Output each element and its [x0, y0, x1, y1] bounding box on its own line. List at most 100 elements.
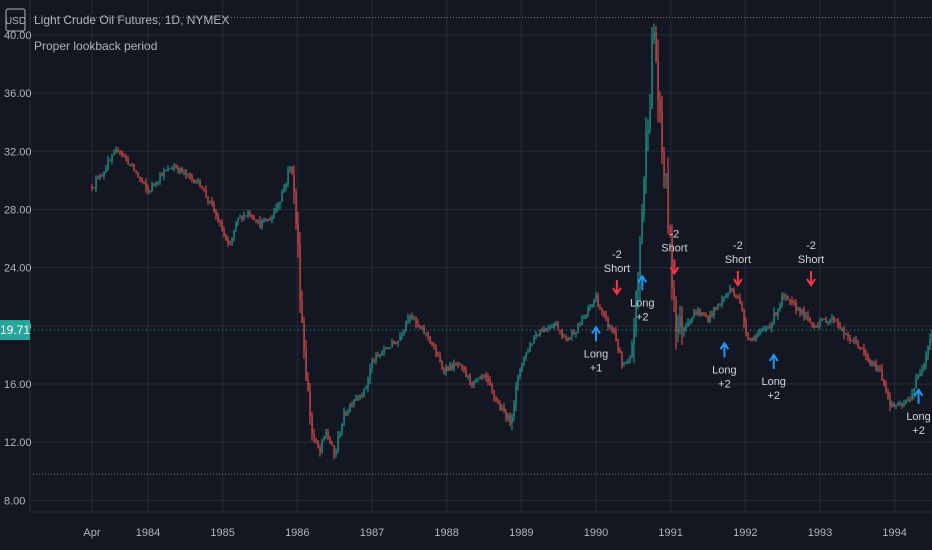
candle-body — [515, 385, 517, 405]
candle-body — [513, 404, 515, 417]
short-signal-label: -2 — [612, 249, 622, 261]
candle-body — [393, 341, 395, 344]
candle-body — [355, 398, 357, 400]
candle-body — [553, 323, 555, 328]
candle-body — [551, 327, 553, 329]
candle-body — [337, 436, 339, 452]
signal-annotations: Long+1-2ShortLong+2-2ShortLong+2-2ShortL… — [584, 228, 931, 436]
candle-body — [881, 369, 883, 380]
candle-body — [93, 187, 95, 189]
candle-body — [151, 183, 153, 192]
candle-body — [783, 294, 785, 298]
candle-body — [207, 196, 209, 201]
candle-body — [215, 211, 217, 217]
indicator-title[interactable]: Proper lookback period — [34, 39, 157, 53]
candle-body — [271, 216, 273, 221]
candle-body — [281, 192, 283, 202]
candle-body — [535, 334, 537, 338]
candle-body — [607, 317, 609, 328]
candle-body — [525, 352, 527, 357]
candle-body — [437, 355, 439, 357]
candle-body — [807, 315, 809, 318]
symbol-title[interactable]: Light Crude Oil Futures, 1D, NYMEX — [34, 13, 229, 27]
candle-body — [403, 329, 405, 334]
candle-body — [817, 325, 819, 327]
candle-body — [635, 291, 637, 332]
candle-body — [147, 187, 149, 192]
candle-body — [317, 441, 319, 448]
currency-badge[interactable] — [5, 8, 26, 32]
candle-body — [103, 171, 105, 176]
short-signal-label: Short — [725, 254, 751, 266]
candle-body — [501, 407, 503, 410]
candle-body — [769, 326, 771, 328]
candle-body — [97, 176, 99, 179]
x-tick-label: 1991 — [658, 527, 682, 539]
long-arrow-head-icon — [913, 388, 924, 397]
candle-body — [619, 350, 621, 353]
candle-body — [195, 182, 197, 184]
short-signal: -2 Short — [661, 228, 688, 276]
candle-body — [407, 318, 409, 321]
candle-body — [529, 344, 531, 352]
candle-body — [729, 288, 731, 294]
candle-body — [723, 297, 725, 300]
candle-body — [643, 178, 645, 215]
candle-body — [559, 330, 561, 332]
candle-body — [557, 323, 559, 331]
candle-body — [799, 308, 801, 314]
grid — [30, 0, 932, 512]
candle-body — [669, 228, 671, 233]
candle-body — [853, 339, 855, 342]
candle-body — [169, 168, 171, 170]
candle-body — [647, 129, 649, 133]
candle-body — [685, 325, 687, 328]
candle-body — [225, 235, 227, 240]
candle-body — [229, 243, 231, 245]
candle-body — [471, 382, 473, 386]
candle-body — [117, 149, 119, 151]
candle-body — [223, 230, 225, 236]
candle-body — [163, 170, 165, 177]
candle-body — [95, 178, 97, 188]
candle-body — [541, 330, 543, 332]
time-axis[interactable]: Apr 1984 1985 1986 1987 1988 1989 1990 1991 1992 1… — [30, 511, 932, 539]
candle-body — [527, 351, 529, 353]
candle-body — [555, 323, 557, 325]
candle-body — [131, 164, 133, 166]
candle-body — [507, 414, 509, 419]
candle-body — [787, 296, 789, 300]
candle-body — [779, 304, 781, 310]
candle-body — [641, 214, 643, 243]
x-tick-label: 1985 — [210, 527, 234, 539]
candle-body — [601, 308, 603, 312]
candle-body — [805, 315, 807, 317]
candle-body — [383, 348, 385, 353]
candle-body — [741, 302, 743, 310]
candle-body — [517, 376, 519, 386]
candle-body — [883, 379, 885, 386]
candle-body — [477, 378, 479, 381]
candle-body — [157, 181, 159, 184]
candle-body — [731, 288, 733, 292]
candle-body — [561, 331, 563, 338]
candle-body — [523, 356, 525, 365]
candle-body — [875, 363, 877, 371]
candle-body — [139, 176, 141, 180]
candle-body — [767, 326, 769, 328]
x-tick-label: 1988 — [434, 527, 458, 539]
candle-body — [165, 170, 167, 172]
candle-body — [673, 287, 675, 300]
candle-body — [713, 307, 715, 316]
candle-body — [915, 378, 917, 389]
candle-body — [367, 379, 369, 387]
candle-body — [421, 327, 423, 329]
candle-body — [371, 360, 373, 370]
candle-body — [703, 313, 705, 316]
candle-body — [651, 38, 653, 108]
candle-body — [855, 339, 857, 343]
candle-body — [845, 334, 847, 336]
candle-body — [837, 321, 839, 325]
candle-body — [191, 176, 193, 180]
